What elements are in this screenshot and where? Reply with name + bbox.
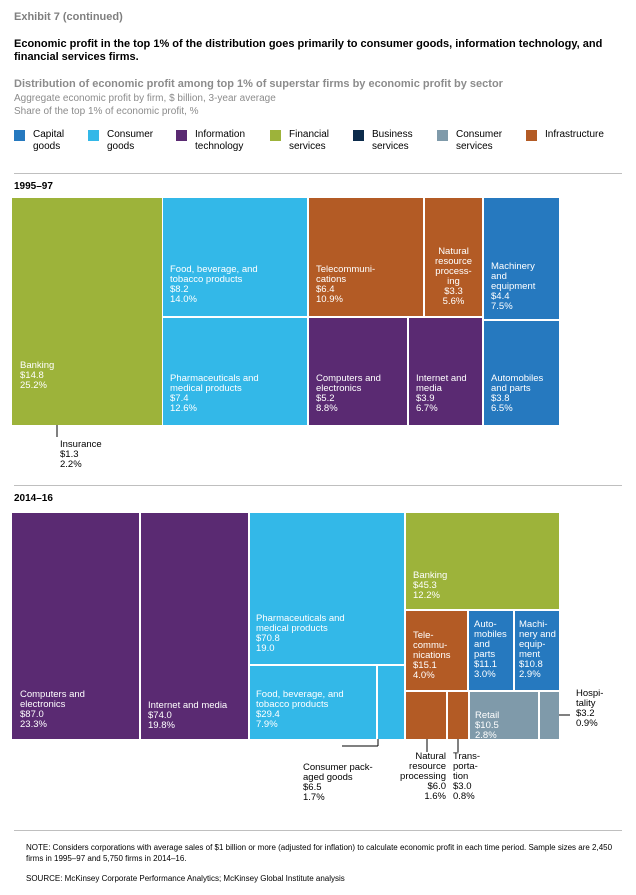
exhibit-label: Exhibit 7 (continued) <box>14 11 123 23</box>
treemap-cell <box>515 611 559 690</box>
treemap-cell <box>469 611 513 690</box>
treemap-cell <box>12 408 162 425</box>
treemap-cell <box>309 198 423 316</box>
legend-item: Capital goods <box>14 129 64 153</box>
chart-subtitle-units: Aggregate economic profit by firm, $ bil… <box>14 93 276 104</box>
legend-item: Financial services <box>270 129 329 153</box>
treemap-cell-label: Pharmaceuticals and medical products $70.8… <box>256 613 345 654</box>
treemap-cell-label: Telecommuni-cations $6.4 10.9% <box>316 264 375 305</box>
period-label-2014: 2014–16 <box>14 493 53 504</box>
legend-swatch <box>526 130 537 141</box>
treemap-callout-label: Natural resource processing $6.0 1.6% <box>400 751 447 802</box>
treemap-cell <box>309 318 407 425</box>
chart-title: Distribution of economic profit among to… <box>14 78 503 90</box>
treemap-cell-label: Pharmaceuticals and medical products $7.4 1… <box>170 373 259 414</box>
treemap-callout-label: Consumer pack-aged goods $6.5 1.7% <box>303 762 373 803</box>
legend-swatch <box>353 130 364 141</box>
treemap-cell-label: Banking $45.3 12.2% <box>413 570 447 601</box>
treemap-cell <box>470 692 538 739</box>
treemap-cell <box>250 513 404 664</box>
headline: Economic profit in the top 1% of the dis… <box>14 38 603 63</box>
legend-swatch <box>437 130 448 141</box>
treemap-cell <box>406 692 446 739</box>
legend-label: Business services <box>372 129 413 152</box>
legend-label: Consumer goods <box>107 129 154 152</box>
legend-swatch <box>14 130 25 141</box>
treemap-cell-label: Banking $14.8 25.2% <box>20 360 54 391</box>
treemap-cell <box>250 666 376 739</box>
treemap-cell <box>12 198 162 408</box>
treemap-callout-label: Hospi-tality $3.2 0.9% <box>576 688 603 729</box>
treemap-cell <box>406 611 467 690</box>
source-note: SOURCE: McKinsey Corporate Performance A… <box>26 874 345 883</box>
legend-item: Consumer services <box>437 129 502 153</box>
treemap-cell-label: Machi-nery and equip-ment $10.8 2.9% <box>519 619 556 680</box>
treemap-cell-label: Machinery and equipment $4.4 7.5% <box>491 261 536 312</box>
treemap-cell <box>484 198 559 319</box>
treemap-cell <box>378 666 404 739</box>
treemap-cell-label: Food, beverage, and tobacco products $8.2 1… <box>170 264 258 305</box>
treemap-cell <box>484 321 559 425</box>
treemap-cell-label: Tele-commu-nications $15.1 4.0% <box>413 630 451 681</box>
legend-swatch <box>88 130 99 141</box>
period-label-1995: 1995–97 <box>14 181 53 192</box>
divider-2 <box>14 485 622 486</box>
legend-label: Information technology <box>195 129 246 152</box>
treemap-cell-label: Natural resource process-ing $3.3 5.6% <box>435 246 472 307</box>
legend-label: Infrastructure <box>545 129 604 140</box>
treemap-cell <box>141 513 248 739</box>
legend-label: Capital goods <box>33 129 65 152</box>
treemap-cell <box>163 318 307 425</box>
treemap-cell-label: Computers and electronics $5.2 8.8% <box>316 373 381 414</box>
legend-swatch <box>176 130 187 141</box>
treemap-callout-label: Insurance $1.3 2.2% <box>60 439 102 470</box>
legend-item: Information technology <box>176 129 245 153</box>
treemap-cell <box>406 513 559 609</box>
footnote: NOTE: Considers corporations with averag… <box>26 843 613 863</box>
treemap-cell-label: Internet and media $3.9 6.7% <box>416 373 467 414</box>
legend-swatch <box>270 130 281 141</box>
treemap-cell <box>425 198 482 316</box>
chart-subtitle-share: Share of the top 1% of economic profit, … <box>14 106 199 117</box>
treemap-cell-label: Internet and media $74.0 19.8% <box>148 700 228 731</box>
treemap-cell <box>12 513 139 739</box>
treemap-cell <box>540 692 559 739</box>
treemap-cell-label: Retail $10.5 2.8% <box>475 710 499 741</box>
treemap-cell-label: Automobiles and parts $3.8 6.5% <box>491 373 544 414</box>
treemap-cell-label: Food, beverage, and tobacco products $29.4… <box>256 689 344 730</box>
treemap-cell-label: Auto-mobiles and parts $11.1 3.0% <box>474 619 507 680</box>
treemap-cell <box>163 198 307 316</box>
legend-item: Consumer goods <box>88 129 153 153</box>
treemap-cell <box>409 318 482 425</box>
legend-label: Consumer services <box>456 129 503 152</box>
legend-label: Financial services <box>289 129 330 152</box>
legend-item: Business services <box>353 129 413 153</box>
treemap-callout-label: Trans-porta-tion $3.0 0.8% <box>453 751 480 802</box>
divider-3 <box>14 830 622 831</box>
treemap-cell <box>448 692 468 739</box>
legend-item: Infrastructure <box>526 129 604 141</box>
divider-1 <box>14 173 622 174</box>
treemap-cell-label: Computers and electronics $87.0 23.3% <box>20 689 85 730</box>
